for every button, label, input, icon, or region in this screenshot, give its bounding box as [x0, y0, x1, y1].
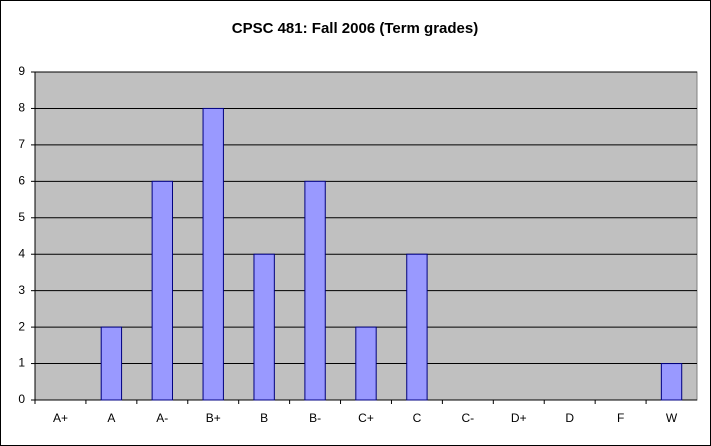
bar [355, 326, 377, 401]
bar [100, 326, 123, 401]
x-tick-label: A- [156, 411, 168, 425]
bar [406, 253, 428, 401]
bar [202, 107, 224, 401]
y-tick-label: 4 [18, 246, 25, 260]
chart-title: CPSC 481: Fall 2006 (Term grades) [232, 20, 479, 37]
bar [304, 180, 326, 401]
x-tick-label: C+ [358, 411, 374, 425]
y-tick-label: 9 [18, 64, 25, 78]
y-tick-label: 6 [18, 174, 25, 188]
y-tick-label: 3 [18, 283, 25, 297]
x-tick-label: A+ [53, 411, 68, 425]
x-tick-label: B [260, 411, 268, 425]
y-tick-label: 8 [18, 101, 25, 115]
y-tick-label: 5 [18, 210, 25, 224]
x-tick-label: D+ [511, 411, 527, 425]
x-tick-label: F [617, 411, 624, 425]
bar [660, 363, 683, 401]
x-tick-label: B- [309, 411, 321, 425]
bar [151, 180, 173, 401]
x-tick-label: W [666, 411, 678, 425]
x-tick-label: C- [462, 411, 475, 425]
y-tick-label: 1 [18, 356, 25, 370]
bar [253, 253, 275, 401]
x-tick-label: A [107, 411, 115, 425]
y-tick-label: 0 [18, 392, 25, 406]
x-tick-label: C [413, 411, 422, 425]
y-tick-label: 7 [18, 137, 25, 151]
x-tick-label: B+ [206, 411, 221, 425]
x-tick-label: D [565, 411, 574, 425]
y-tick-label: 2 [18, 319, 25, 333]
